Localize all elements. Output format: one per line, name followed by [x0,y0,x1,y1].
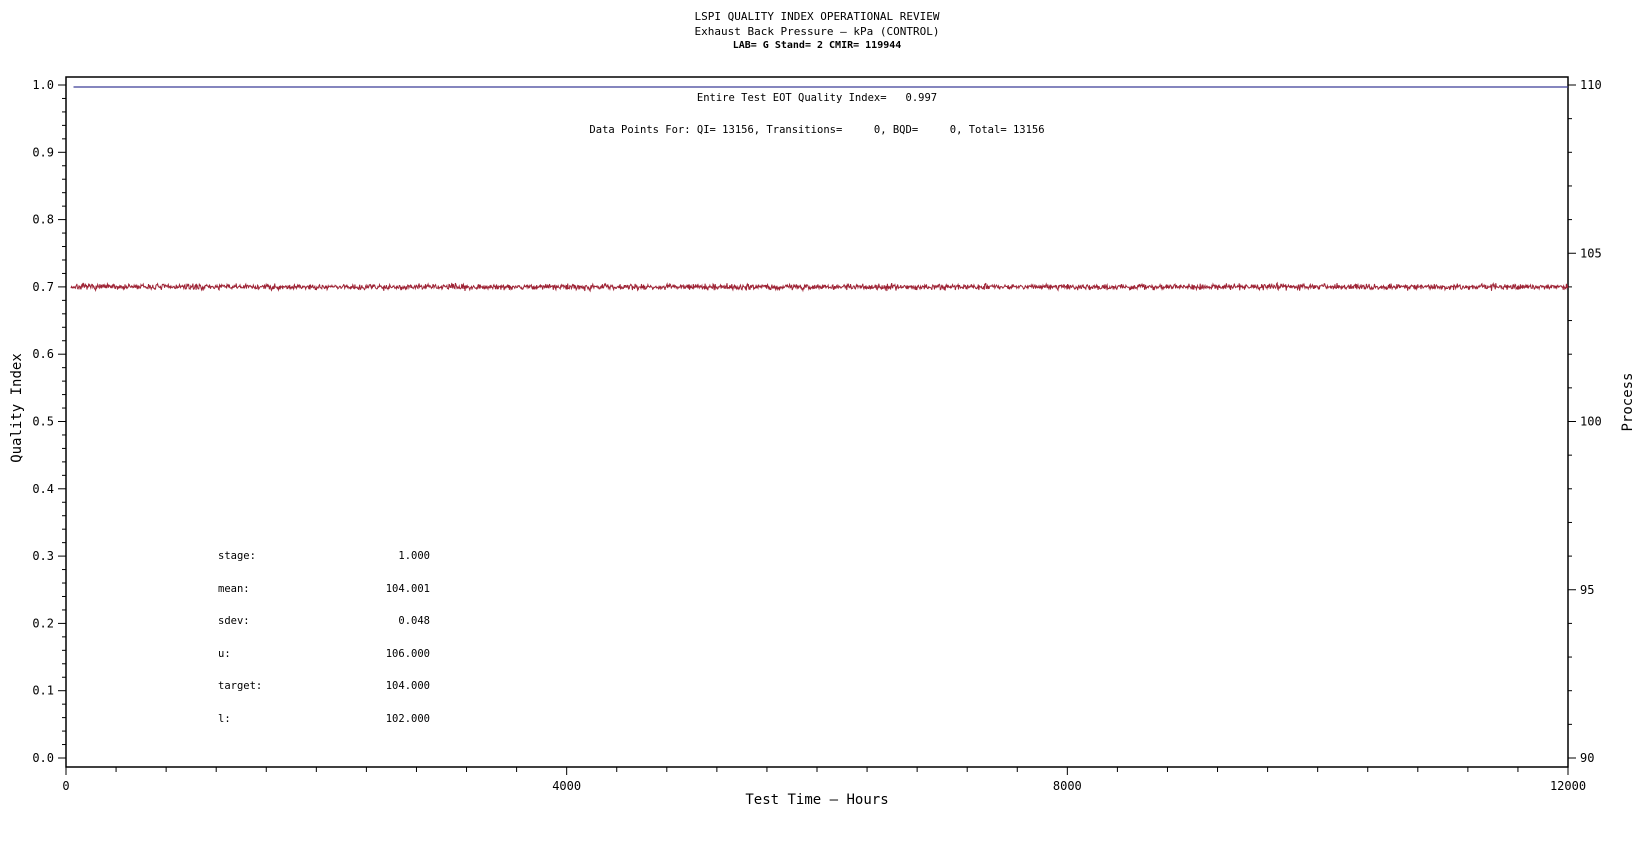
y-left-tick-label: 0.4 [32,482,54,496]
y-right-tick-label: 90 [1580,751,1594,765]
x-tick-label: 8000 [1053,779,1082,793]
stat-value: 104.001 [385,582,430,595]
stat-row-l: l: 102.000 [218,712,430,747]
stat-row-target: target: 104.000 [218,681,430,714]
x-tick-label: 0 [62,779,69,793]
annotation-data-points: Data Points For: QI= 13156, Transitions=… [589,124,1045,136]
stat-label: u: [218,647,231,660]
stat-label: mean: [218,582,250,595]
stat-label: l: [218,712,231,725]
chart-subtitle: Exhaust Back Pressure — kPa (CONTROL) [694,25,940,38]
stat-label: stage: [218,550,256,562]
x-tick-label: 12000 [1550,779,1586,793]
y-left-tick-label: 0.8 [32,213,54,227]
y-left-tick-label: 0.6 [32,347,54,361]
y-left-tick-label: 0.2 [32,616,54,630]
y-left-tick-label: 0.1 [32,684,54,698]
stat-value: 104.000 [385,680,430,692]
stat-value: 106.000 [385,647,430,660]
chart-title: LSPI QUALITY INDEX OPERATIONAL REVIEW [694,10,940,23]
y-left-tick-label: 1.0 [32,78,54,92]
annotation-eot-quality-index: Entire Test EOT Quality Index= 0.997 [696,92,938,104]
stat-label: sdev: [218,615,250,627]
y-right-tick-label: 105 [1580,246,1602,260]
y-right-tick-label: 95 [1580,583,1594,597]
stat-value: 1.000 [398,550,430,562]
stat-value: 0.048 [398,615,430,627]
y-right-tick-label: 110 [1580,78,1602,92]
stat-row-stage: stage: 1.000 [218,551,430,584]
x-axis-title: Test Time — Hours [745,792,889,808]
y-left-tick-label: 0.0 [32,751,54,765]
y-left-tick-label: 0.5 [32,415,54,429]
y-left-tick-label: 0.9 [32,145,54,159]
stat-row-u: u: 106.000 [218,647,430,682]
y-left-axis-title: Quality Index [9,353,25,463]
y-left-tick-label: 0.3 [32,549,54,563]
y-right-axis-title: Process [1620,372,1636,432]
x-tick-label: 4000 [552,779,581,793]
stat-value: 102.000 [385,712,430,725]
stat-label: target: [218,680,263,692]
stats-block: stage: 1.000 mean: 104.001 sdev: 0.048 u: 106.0… [218,551,430,746]
stat-row-sdev: sdev: 0.048 [218,616,430,649]
series-process-line [70,281,1569,293]
y-left-tick-label: 0.7 [32,280,54,294]
title-block: LSPI QUALITY INDEX OPERATIONAL REVIEW Ex… [66,11,1568,51]
y-right-tick-label: 100 [1580,415,1602,429]
chart-lab-line: LAB= G Stand= 2 CMIR= 119944 [732,40,902,51]
stat-row-mean: mean: 104.001 [218,582,430,617]
